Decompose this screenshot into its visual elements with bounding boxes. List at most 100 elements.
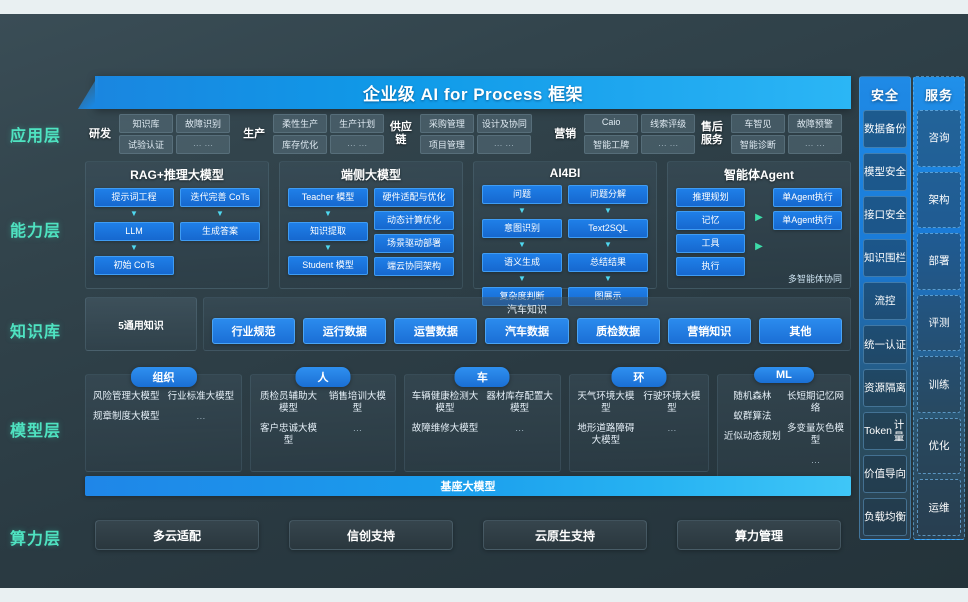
capability-node[interactable]: 生成答案 (180, 222, 260, 241)
compute-box[interactable]: 信创支持 (289, 520, 453, 550)
capability-card[interactable]: RAG+推理大模型 提示词工程 ▼ LLM ▼ 初始 CoTs 迭代完善 CoTs ▼ 生成答案 (85, 161, 269, 289)
capability-card[interactable]: 端侧大模型 Teacher 模型 ▼ 知识提取 ▼ Student 模型 硬件适配与优化 动态… (279, 161, 463, 289)
security-item[interactable]: 知识 围栏 (863, 239, 907, 278)
application-group[interactable]: 营销 Caio 线索评级 智能工牌… … (550, 113, 697, 155)
security-item[interactable]: 数据 备份 (863, 110, 907, 149)
capability-node[interactable]: Teacher 模型 (288, 188, 368, 207)
model-item[interactable]: 长短期记忆网络 (786, 391, 844, 414)
capability-node[interactable]: 单Agent执行 (773, 188, 842, 207)
application-group[interactable]: 售后 服务 车智见 故障预警 智能诊断… … (697, 113, 851, 155)
model-item[interactable]: 多变量灰色模型 (786, 423, 844, 446)
knowledge-chip[interactable]: 运营数据 (394, 318, 478, 344)
capability-node[interactable]: 迭代完善 CoTs (180, 188, 260, 207)
model-item[interactable]: 故障维修大模型 (411, 423, 479, 434)
security-item[interactable]: 模型 安全 (863, 153, 907, 192)
security-item[interactable]: 价值 导向 (863, 454, 907, 493)
service-item[interactable]: 优化 (917, 417, 961, 475)
compute-box[interactable]: 算力管理 (677, 520, 841, 550)
security-item[interactable]: Token 计量 (863, 411, 907, 450)
security-item[interactable]: 流控 (863, 282, 907, 321)
application-chip[interactable]: Caio (584, 114, 639, 133)
model-group-card[interactable]: 环天气环境大模型 地形道路障碍大模型 行驶环境大模型… (568, 367, 709, 472)
model-item[interactable]: 行驶环境大模型 (643, 391, 701, 414)
application-chip[interactable]: 采购管理 (419, 114, 474, 133)
application-chip[interactable]: 故障预警 (787, 114, 842, 133)
capability-node[interactable]: 动态计算优化 (374, 211, 454, 230)
application-chip[interactable]: 柔性生产 (273, 114, 328, 133)
application-chip[interactable]: 故障识别 (176, 114, 230, 133)
capability-node[interactable]: 场景驱动部署 (374, 234, 454, 253)
capability-node[interactable]: 端云协同架构 (374, 257, 454, 276)
application-chip[interactable]: 生产计划 (330, 114, 385, 133)
capability-node[interactable]: 问题 (482, 185, 562, 204)
application-chip[interactable]: 设计及协同 (476, 114, 532, 133)
security-item[interactable]: 负载 均衡 (863, 497, 907, 536)
application-chip[interactable]: … … (330, 135, 385, 154)
model-item[interactable]: … (667, 423, 677, 434)
application-chip[interactable]: 试验认证 (119, 135, 173, 154)
knowledge-chip[interactable]: 汽车数据 (485, 318, 569, 344)
service-item[interactable]: 训练 (917, 356, 961, 413)
capability-node[interactable]: 初始 CoTs (94, 256, 174, 275)
compute-box[interactable]: 云原生支持 (483, 520, 647, 550)
model-item[interactable]: 器材库存配置大模型 (486, 391, 553, 414)
model-item[interactable]: … (810, 455, 821, 466)
service-item[interactable]: 评测 (917, 294, 961, 352)
capability-card[interactable]: 智能体Agent 推理规划 记忆 工具 执行 ▶ ▶ 单Agent执行 单Agent执行 多智能体… (667, 161, 851, 289)
security-item[interactable]: 接口 安全 (863, 196, 907, 235)
capability-node[interactable]: 单Agent执行 (773, 211, 842, 230)
model-item[interactable]: 随机森林 (733, 391, 772, 402)
model-item[interactable]: 规章制度大模型 (93, 411, 160, 422)
capability-node[interactable]: 总结结果 (568, 253, 648, 272)
capability-node[interactable]: 硬件适配与优化 (374, 188, 454, 207)
service-item[interactable]: 架构 (917, 171, 961, 229)
model-item[interactable]: … (514, 423, 525, 434)
model-item[interactable]: 车辆健康检测大模型 (411, 391, 479, 414)
model-group-card[interactable]: ML 随机森林 蚁群算法 近似动态规划 长短期记忆网络 多变量灰色模型… (716, 367, 852, 496)
capability-node[interactable]: 工具 (676, 234, 745, 253)
capability-card[interactable]: AI4BI 问题 ▼ 意图识别 ▼ 语义生成 ▼ 复杂度判断 问题分解 ▼ Text2SQL ▼ 总结结… (473, 161, 657, 306)
model-item[interactable]: 客户忠诚大模型 (260, 423, 318, 446)
knowledge-chip[interactable]: 质检数据 (576, 318, 660, 344)
application-chip[interactable]: 智能工牌 (584, 135, 639, 154)
application-chip[interactable]: 智能诊断 (730, 135, 785, 154)
model-group-card[interactable]: 车车辆健康检测大模型 故障维修大模型 器材库存配置大模型… (403, 367, 561, 472)
capability-node[interactable]: 执行 (676, 257, 745, 276)
capability-node[interactable]: Student 模型 (288, 256, 368, 275)
application-chip[interactable]: 知识库 (119, 114, 173, 133)
application-chip[interactable]: … … (176, 135, 230, 154)
application-chip[interactable]: … … (641, 135, 696, 154)
model-item[interactable]: … (196, 411, 206, 422)
model-item[interactable]: 天气环境大模型 (577, 391, 635, 414)
service-item[interactable]: 咨询 (917, 110, 961, 167)
knowledge-chip[interactable]: 行业规范 (212, 318, 296, 344)
model-item[interactable]: 风险管理大模型 (93, 391, 160, 402)
knowledge-chip[interactable]: 运行数据 (303, 318, 387, 344)
model-group-card[interactable]: 人质检员辅助大模型 客户忠诚大模型 销售培训大模型… (250, 367, 396, 472)
model-item[interactable]: 地形道路障碍大模型 (577, 423, 635, 446)
model-item[interactable]: … (352, 423, 363, 434)
application-group[interactable]: 生产 柔性生产 生产计划 库存优化… … (239, 113, 386, 155)
service-item[interactable]: 部署 (917, 233, 961, 290)
application-group[interactable]: 供应链采购管理 设计及协同 项目管理… … (386, 113, 550, 155)
knowledge-chip[interactable]: 营销知识 (667, 318, 751, 344)
application-chip[interactable]: … … (787, 135, 842, 154)
application-chip[interactable]: 库存优化 (273, 135, 328, 154)
service-item[interactable]: 运维 (917, 479, 961, 537)
security-item[interactable]: 资源 隔离 (863, 368, 907, 407)
model-item[interactable]: 蚁群算法 (733, 411, 772, 422)
capability-node[interactable]: LLM (94, 222, 174, 241)
knowledge-chip[interactable]: 其他 (758, 318, 842, 344)
model-item[interactable]: 销售培训大模型 (328, 391, 386, 414)
capability-node[interactable]: 记忆 (676, 211, 745, 230)
capability-node[interactable]: 语义生成 (482, 253, 562, 272)
application-chip[interactable]: 线索评级 (641, 114, 696, 133)
capability-node[interactable]: Text2SQL (568, 219, 648, 238)
model-item[interactable]: 行业标准大模型 (167, 391, 235, 402)
capability-node[interactable]: 知识提取 (288, 222, 368, 241)
application-chip[interactable]: 车智见 (730, 114, 785, 133)
capability-node[interactable]: 意图识别 (482, 219, 562, 238)
security-item[interactable]: 统一 认证 (863, 325, 907, 364)
capability-node[interactable]: 提示词工程 (94, 188, 174, 207)
capability-node[interactable]: 推理规划 (676, 188, 745, 207)
